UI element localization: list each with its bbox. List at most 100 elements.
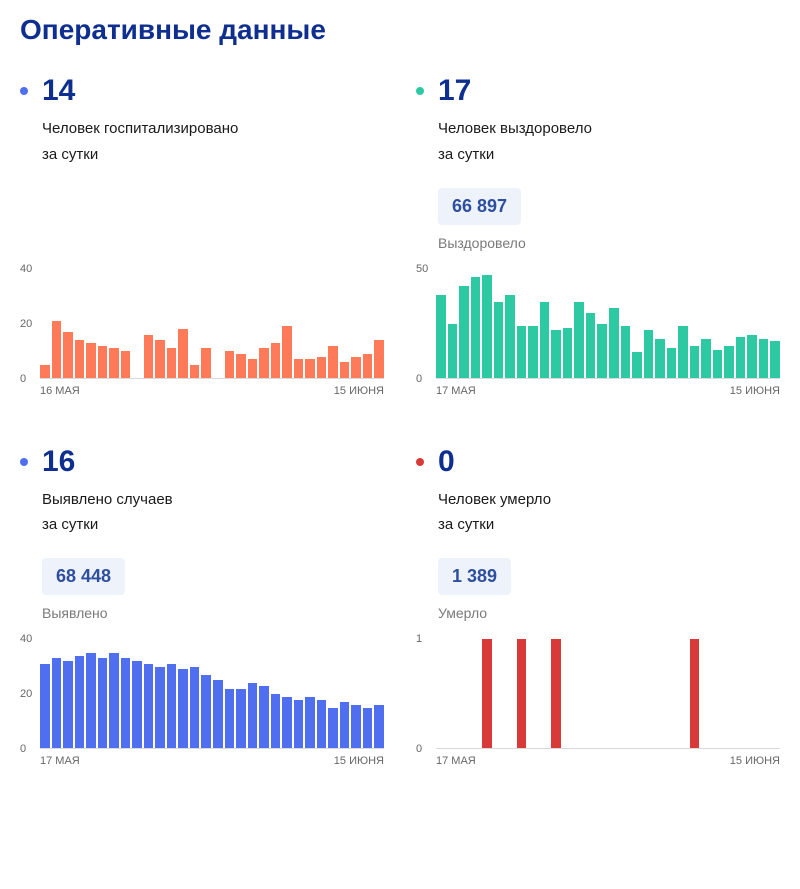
stat-desc-line1: Человек госпитализировано <box>42 118 384 140</box>
bar <box>747 335 757 379</box>
bar <box>201 348 211 378</box>
panel-cases: 16Выявлено случаевза сутки68 448Выявлено… <box>20 445 384 768</box>
bar <box>271 694 281 749</box>
bar <box>305 359 315 378</box>
y-tick: 40 <box>20 263 32 275</box>
stat-desc-line1: Выявлено случаев <box>42 489 384 511</box>
y-tick: 1 <box>416 633 422 645</box>
bar <box>759 339 769 379</box>
bar <box>736 337 746 379</box>
x-start-label: 17 МАЯ <box>436 385 476 397</box>
bar <box>294 700 304 750</box>
bar <box>586 313 596 379</box>
bar <box>436 295 446 379</box>
bar <box>144 335 154 379</box>
x-end-label: 15 ИЮНЯ <box>334 755 384 767</box>
bar <box>155 667 165 750</box>
bar <box>563 328 573 379</box>
bar <box>690 639 700 749</box>
x-end-label: 15 ИЮНЯ <box>730 385 780 397</box>
y-tick: 0 <box>416 743 422 755</box>
panel-deaths: 0Человек умерлоза сутки1 389Умерло0117 М… <box>416 445 780 768</box>
bar <box>328 346 338 379</box>
bar <box>190 365 200 379</box>
bar <box>155 340 165 379</box>
cumulative-badge: 66 897 <box>438 188 521 225</box>
y-tick: 40 <box>20 633 32 645</box>
bar <box>282 697 292 749</box>
bar <box>317 357 327 379</box>
bar <box>144 664 154 749</box>
y-tick: 0 <box>20 373 26 385</box>
stat-desc-line1: Человек выздоровело <box>438 118 780 140</box>
bar <box>540 302 550 379</box>
bar <box>121 658 131 749</box>
x-end-label: 15 ИЮНЯ <box>730 755 780 767</box>
bar <box>259 686 269 749</box>
bar <box>328 708 338 749</box>
bar <box>259 348 269 378</box>
stat-desc-line1: Человек умерло <box>438 489 780 511</box>
bar-chart: 0204017 МАЯ15 ИЮНЯ <box>20 639 384 767</box>
y-tick: 20 <box>20 688 32 700</box>
dot-icon <box>20 458 28 466</box>
stat-number: 0 <box>438 445 455 479</box>
bar <box>770 341 780 378</box>
bar <box>632 352 642 378</box>
bar <box>609 308 619 378</box>
bar <box>40 664 50 749</box>
bar <box>517 326 527 379</box>
bar <box>340 702 350 749</box>
bar <box>482 639 492 749</box>
bar <box>225 689 235 750</box>
bar <box>713 350 723 379</box>
bar <box>225 351 235 379</box>
bar <box>248 683 258 749</box>
bar <box>75 340 85 379</box>
cumulative-label: Умерло <box>438 605 780 621</box>
bar <box>551 330 561 378</box>
bar <box>471 277 481 378</box>
bar <box>374 705 384 749</box>
bar <box>574 302 584 379</box>
bar <box>201 675 211 749</box>
bar-chart: 05017 МАЯ15 ИЮНЯ <box>416 269 780 397</box>
y-tick: 20 <box>20 318 32 330</box>
cumulative-label: Выявлено <box>42 605 384 621</box>
bar <box>621 326 631 379</box>
x-start-label: 17 МАЯ <box>436 755 476 767</box>
bar <box>98 346 108 379</box>
dot-icon <box>416 458 424 466</box>
bar <box>213 680 223 749</box>
bar <box>294 359 304 378</box>
bar <box>644 330 654 378</box>
bar <box>597 324 607 379</box>
bar <box>448 324 458 379</box>
bar <box>655 339 665 379</box>
bar <box>40 365 50 379</box>
stat-desc-line2: за сутки <box>42 144 384 166</box>
x-start-label: 16 МАЯ <box>40 385 80 397</box>
dot-icon <box>416 87 424 95</box>
bar <box>63 661 73 749</box>
bar <box>282 326 292 378</box>
bar <box>340 362 350 379</box>
bar <box>459 286 469 378</box>
bar <box>317 700 327 750</box>
x-start-label: 17 МАЯ <box>40 755 80 767</box>
stat-desc-line2: за сутки <box>438 514 780 536</box>
bar <box>528 326 538 379</box>
bar <box>505 295 515 379</box>
bar-chart: 0117 МАЯ15 ИЮНЯ <box>416 639 780 767</box>
cumulative-label: Выздоровело <box>438 235 780 251</box>
bar <box>690 346 700 379</box>
bar <box>374 340 384 379</box>
bar <box>121 351 131 379</box>
bar <box>63 332 73 379</box>
bar <box>236 354 246 379</box>
bar <box>551 639 561 749</box>
bar <box>271 343 281 379</box>
bar <box>236 689 246 750</box>
bar <box>52 321 62 379</box>
bar <box>86 653 96 749</box>
